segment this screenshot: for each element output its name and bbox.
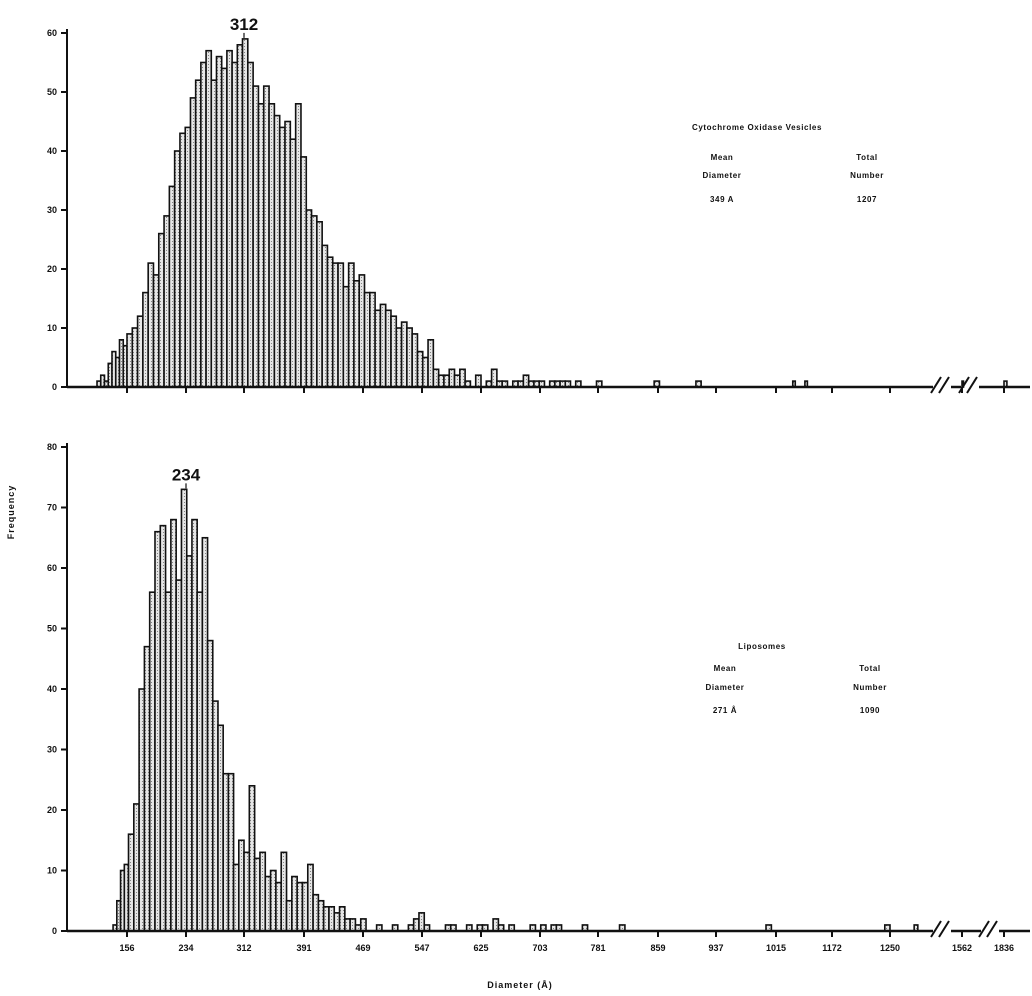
bar-upper-11 (142, 291, 149, 388)
x-tick-label-703: 703 (532, 943, 547, 953)
x-tick-label-469: 469 (355, 943, 370, 953)
bar-upper-13 (152, 274, 160, 388)
y-tick-label-lower-20: 20 (47, 805, 57, 815)
panel-lower: 0 10 20 30 40 50 60 70 80 156 234 312 391 469 547 625 70… (47, 442, 1030, 953)
info-number-label-lower: Number (853, 683, 887, 692)
info-number-label-upper: Number (850, 171, 884, 180)
bar-upper-57 (384, 309, 392, 388)
info-total-label-upper: Total (856, 153, 878, 162)
y-tick-label-lower-80: 80 (47, 442, 57, 452)
y-tick-label-upper-0: 0 (52, 382, 57, 392)
x-tick-label-391: 391 (296, 943, 311, 953)
axis-break-lower-0a (930, 920, 942, 938)
bar-lower-10 (159, 524, 167, 932)
y-tick-label-upper-30: 30 (47, 205, 57, 215)
bar-upper-69 (448, 368, 456, 388)
bar-upper-15 (163, 215, 171, 388)
axis-break-lower-0b (938, 920, 950, 938)
info-diameter-label-lower: Diameter (705, 683, 744, 692)
axis-break-lower-1a (978, 920, 990, 938)
info-mean-label-lower: Mean (714, 664, 737, 673)
y-tick-label-lower-70: 70 (47, 503, 57, 513)
axis-break-upper-0b (938, 376, 950, 394)
x-tick-label-1836: 1836 (994, 943, 1014, 953)
axis-break-lower-1b (986, 920, 998, 938)
info-total-value-upper: 1207 (857, 195, 877, 204)
info-mean-value-upper: 349 A (710, 195, 734, 204)
y-tick-label-lower-0: 0 (52, 926, 57, 936)
bar-lower-48 (359, 918, 367, 932)
x-tick-label-625: 625 (473, 943, 488, 953)
y-tick-label-upper-40: 40 (47, 146, 57, 156)
bar-lower-59 (418, 912, 426, 932)
bar-upper-71 (459, 368, 466, 388)
x-tick-label-1172: 1172 (822, 943, 842, 953)
bar-upper-9 (131, 327, 139, 388)
bar-lower-46 (349, 918, 357, 932)
bar-upper-51 (353, 279, 361, 388)
x-tick-label-547: 547 (414, 943, 429, 953)
axis-break-upper-1a (958, 376, 970, 394)
y-tick-label-lower-10: 10 (47, 866, 57, 876)
bar-lower-4 (127, 833, 135, 932)
y-axis-title: Frequency (6, 485, 16, 540)
bar-lower-73 (492, 918, 500, 932)
info-mean-value-lower: 271 Å (713, 706, 737, 715)
x-tick-label-234: 234 (178, 943, 193, 953)
info-title-lower: Liposomes (738, 642, 786, 651)
y-tick-label-upper-20: 20 (47, 264, 57, 274)
y-tick-label-upper-10: 10 (47, 323, 57, 333)
y-tick-label-upper-50: 50 (47, 87, 57, 97)
y-tick-label-upper-60: 60 (47, 28, 57, 38)
info-title-upper: Cytochrome Oxidase Vesicles (692, 123, 822, 132)
bar-upper-30 (241, 38, 249, 388)
x-tick-label-781: 781 (590, 943, 605, 953)
bar-lower-42 (328, 905, 336, 932)
axis-break-upper-1b (966, 376, 978, 394)
peak-label-lower: 234 (172, 465, 201, 484)
peak-label-upper: 312 (230, 15, 258, 34)
y-tick-label-lower-40: 40 (47, 684, 57, 694)
x-tick-label-1015: 1015 (766, 943, 786, 953)
y-tick-label-lower-50: 50 (47, 624, 57, 634)
x-tick-label-937: 937 (708, 943, 723, 953)
bar-upper-65 (427, 338, 435, 388)
axis-break-upper-0a (930, 376, 942, 394)
bar-lower-8 (148, 591, 156, 932)
bar-upper-17 (173, 150, 181, 388)
bar-upper-74 (474, 374, 482, 388)
y-tick-label-lower-60: 60 (47, 563, 57, 573)
bar-upper-67 (437, 374, 445, 388)
bar-lower-40 (317, 899, 325, 932)
bar-lower-44 (338, 905, 346, 932)
panel-upper: 0 10 20 30 40 50 60 312 Cytochrome Oxidase Vesic… (47, 15, 1030, 394)
info-total-label-lower: Total (859, 664, 881, 673)
info-diameter-label-upper: Diameter (702, 171, 741, 180)
bar-lower-38 (306, 863, 314, 932)
x-tick-label-1562: 1562 (952, 943, 972, 953)
bar-upper-53 (363, 291, 371, 388)
x-tick-label-1250: 1250 (880, 943, 900, 953)
x-tick-label-859: 859 (650, 943, 665, 953)
x-tick-label-312: 312 (236, 943, 251, 953)
y-tick-label-lower-30: 30 (47, 745, 57, 755)
bar-upper-59 (395, 327, 403, 388)
bar-upper-47 (331, 262, 339, 388)
bar-upper-45 (321, 244, 329, 388)
info-total-value-lower: 1090 (860, 706, 880, 715)
bar-upper-49 (342, 285, 350, 388)
x-axis-title: Diameter (Å) (487, 980, 553, 990)
bar-upper-63 (416, 350, 424, 388)
x-tick-label-156: 156 (119, 943, 134, 953)
bar-lower-12 (170, 518, 177, 932)
bar-upper-61 (406, 327, 413, 388)
bar-upper-55 (374, 309, 382, 388)
bar-lower-6 (138, 688, 146, 932)
bar-upper-43 (310, 215, 318, 388)
info-mean-label-upper: Mean (711, 153, 734, 162)
